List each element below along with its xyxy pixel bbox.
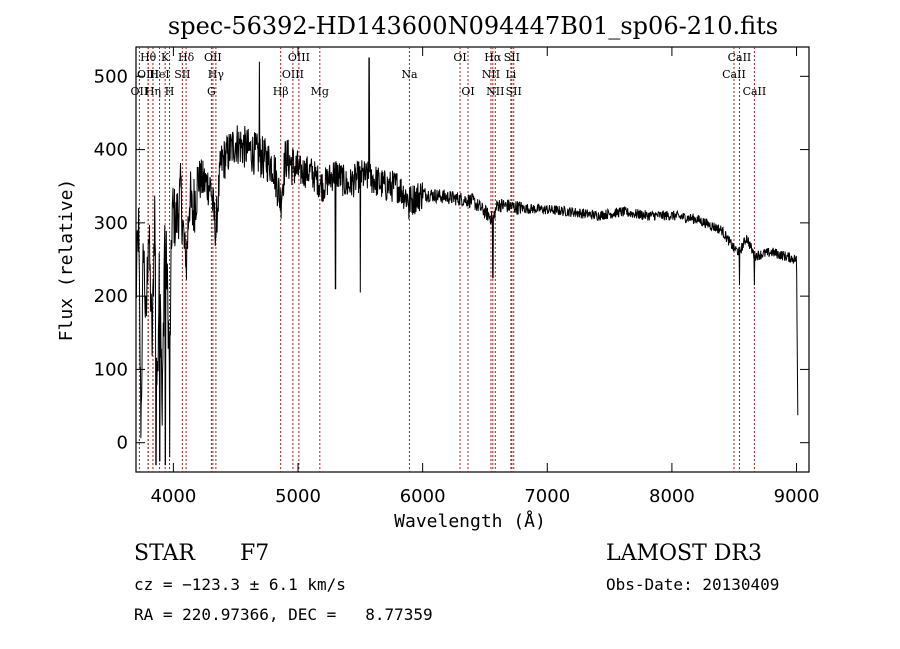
spectral-line-markers xyxy=(138,47,755,472)
line-label-7: SII xyxy=(174,68,190,81)
line-label-19: NII xyxy=(482,68,500,81)
observation-date: Obs-Date: 20130409 xyxy=(606,575,779,594)
line-label-12: Hβ xyxy=(273,85,289,98)
y-axis-label: Flux (relative) xyxy=(56,179,77,342)
line-label-24: SII xyxy=(506,85,522,98)
x-tick-label-2: 6000 xyxy=(400,486,446,507)
flux-series-line xyxy=(135,57,799,466)
line-label-1: Hθ xyxy=(140,51,157,64)
line-label-27: CaII xyxy=(743,85,767,98)
spectral-line-labels: OII Hθ OIII Hη HeI K H SII Hδ OII Hγ G Hβ OIII OIII Mg N… xyxy=(131,51,767,98)
line-label-25: CaII xyxy=(722,68,746,81)
y-tick-label-5: 500 xyxy=(94,66,128,87)
ra-dec-coordinates: RA = 220.97366, DEC = 8.77359 xyxy=(134,605,433,624)
y-axis-ticks: 0 100 200 300 400 500 xyxy=(94,66,809,454)
x-tick-label-1: 5000 xyxy=(275,486,321,507)
line-label-5: K xyxy=(161,51,170,64)
line-label-9: OII xyxy=(204,51,222,64)
line-label-26: CaII xyxy=(728,51,752,64)
y-tick-label-1: 100 xyxy=(94,359,128,380)
line-label-18: OI xyxy=(461,85,474,98)
x-tick-label-0: 4000 xyxy=(150,486,196,507)
line-label-14: OIII xyxy=(288,51,310,64)
y-tick-label-2: 200 xyxy=(94,286,128,307)
x-axis-label: Wavelength (Å) xyxy=(394,510,546,532)
chart-title: spec-56392-HD143600N094447B01_sp06-210.f… xyxy=(168,12,778,40)
line-label-15: Mg xyxy=(311,85,329,98)
line-label-23: Li xyxy=(505,68,516,81)
line-label-6: H xyxy=(165,85,175,98)
line-label-2: OIII xyxy=(137,68,159,81)
object-class: STAR xyxy=(134,541,196,566)
line-label-20: Hα xyxy=(484,51,502,64)
y-tick-label-3: 300 xyxy=(94,213,128,234)
line-label-0: OII xyxy=(131,85,149,98)
line-label-17: OI xyxy=(453,51,466,64)
y-tick-label-0: 0 xyxy=(117,433,128,454)
x-tick-label-3: 7000 xyxy=(524,486,570,507)
line-label-4: HeI xyxy=(149,68,169,81)
line-label-22: SII xyxy=(504,51,520,64)
y-tick-label-4: 400 xyxy=(94,140,128,161)
line-label-16: Na xyxy=(401,68,418,81)
x-tick-label-4: 8000 xyxy=(649,486,695,507)
x-axis-ticks: 4000 5000 6000 7000 8000 9000 xyxy=(150,47,819,507)
survey-label: LAMOST DR3 xyxy=(606,541,762,566)
line-label-13: OIII xyxy=(282,68,304,81)
line-label-8: Hδ xyxy=(178,51,195,64)
line-label-3: Hη xyxy=(145,85,161,98)
redshift-cz: cz = −123.3 ± 6.1 km/s xyxy=(134,575,346,594)
x-tick-label-5: 9000 xyxy=(774,486,820,507)
object-subclass: F7 xyxy=(240,541,269,566)
line-label-11: G xyxy=(207,85,216,98)
line-label-21: NII xyxy=(486,85,504,98)
line-label-10: Hγ xyxy=(208,68,225,81)
plot-frame xyxy=(135,46,810,473)
